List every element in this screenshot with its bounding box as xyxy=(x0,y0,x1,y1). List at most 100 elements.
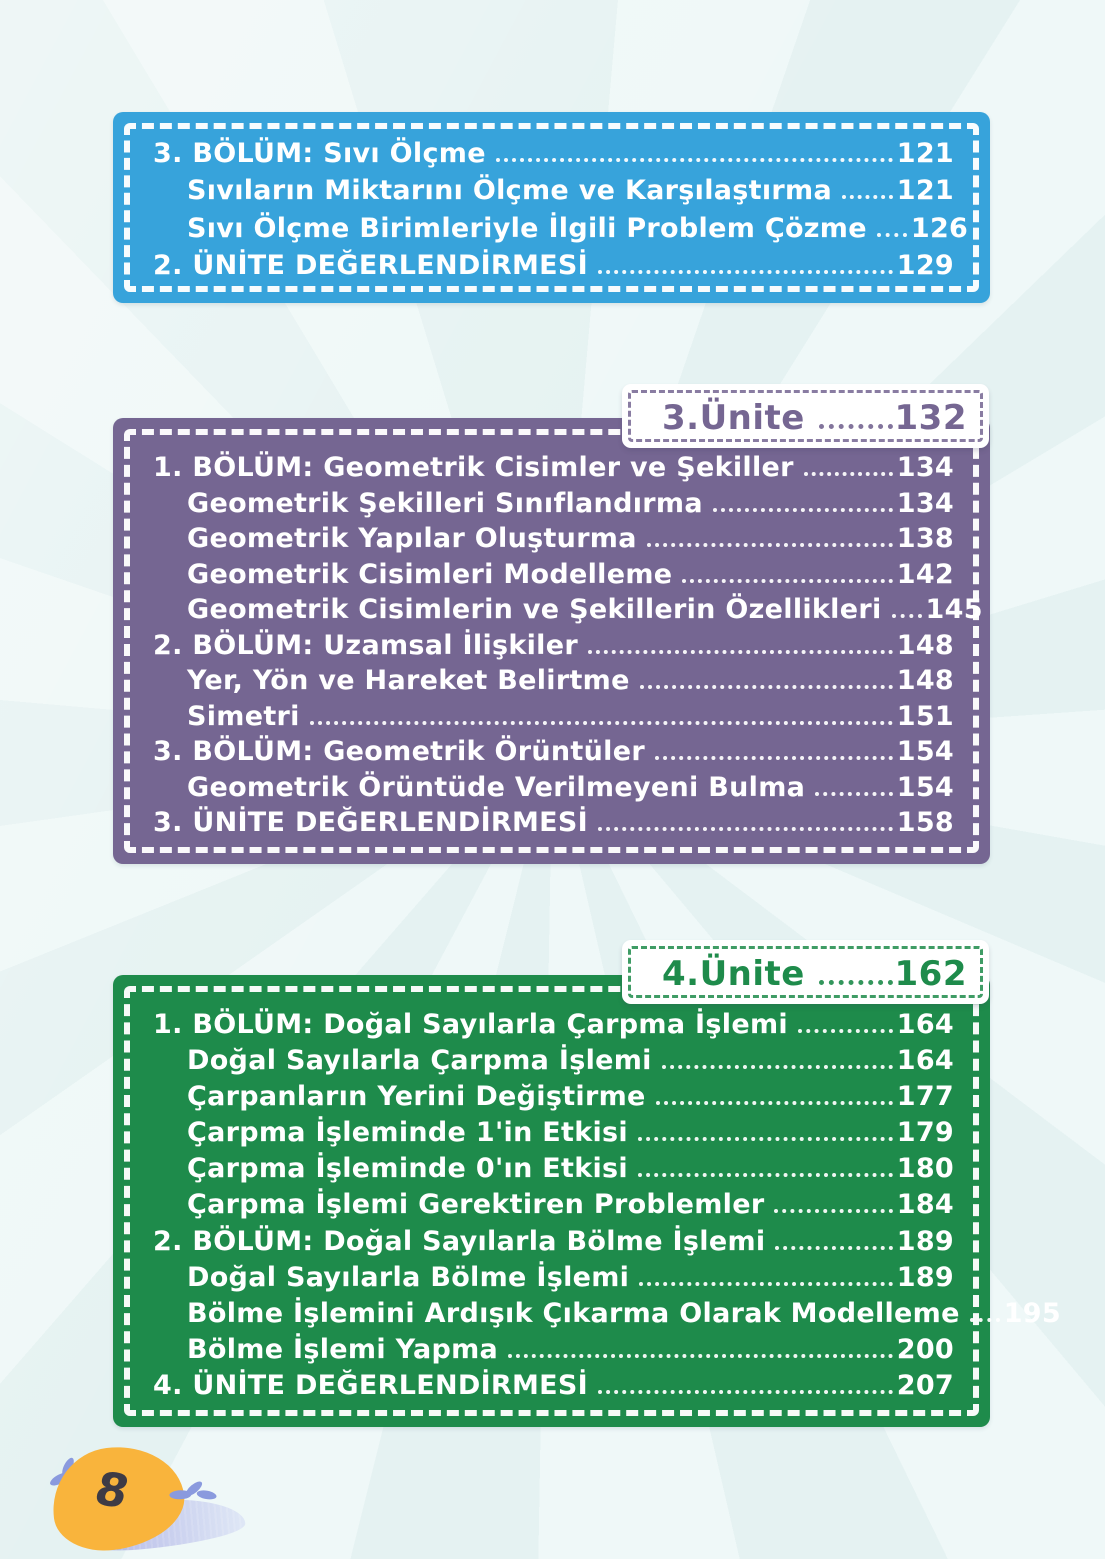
toc-entry: Çarpma İşleminde 0'ın Etkisi 180 xyxy=(153,1153,954,1184)
toc-entry: Doğal Sayılarla Çarpma İşlemi 164 xyxy=(153,1045,954,1076)
dotted-leader xyxy=(646,543,893,547)
toc-entry-page: 138 xyxy=(896,523,954,554)
dotted-leader xyxy=(495,158,893,162)
footer-decoration: 8 xyxy=(30,1439,280,1557)
toc-entry: 1. BÖLÜM: Doğal Sayılarla Çarpma İşlemi 1… xyxy=(153,1009,954,1040)
toc-entries: 1. BÖLÜM: Doğal Sayılarla Çarpma İşlemi 1… xyxy=(153,1009,1061,1401)
toc-entry: 2. BÖLÜM: Uzamsal İlişkiler 148 xyxy=(153,630,954,661)
toc-entry-label: 1. BÖLÜM: Doğal Sayılarla Çarpma İşlemi xyxy=(153,1009,788,1040)
toc-entry-page: 154 xyxy=(896,771,954,803)
toc-entry-page: 121 xyxy=(896,175,954,207)
toc-entry-page: 134 xyxy=(896,452,954,483)
dotted-leader xyxy=(774,1209,893,1214)
toc-entry: Geometrik Cisimleri Modelleme 142 xyxy=(153,559,954,590)
toc-entry: Çarpma İşleminde 1'in Etkisi 179 xyxy=(153,1117,954,1148)
dotted-leader xyxy=(712,507,893,512)
toc-entry: 2. ÜNİTE DEĞERLENDİRMESİ 129 xyxy=(153,250,954,281)
toc-entry-page: 195 xyxy=(1003,1297,1061,1329)
dotted-leader xyxy=(639,685,893,689)
toc-entry-page: 129 xyxy=(896,249,954,281)
toc-entry-page: 177 xyxy=(896,1081,954,1113)
toc-entry-page: 189 xyxy=(896,1225,954,1257)
toc-entry-page: 151 xyxy=(896,700,954,732)
toc-entry-page: 154 xyxy=(896,736,954,767)
toc-entry-label: Sıvıların Miktarını Ölçme ve Karşılaştır… xyxy=(187,175,833,207)
toc-box-unit-4: 1. BÖLÜM: Doğal Sayılarla Çarpma İşlemi 1… xyxy=(113,975,1061,1427)
toc-entry: Geometrik Yapılar Oluşturma 138 xyxy=(153,523,954,554)
toc-entry-label: 3. BÖLÜM: Geometrik Örüntüler xyxy=(153,736,645,767)
toc-entry-label: Yer, Yön ve Hareket Belirtme xyxy=(187,665,630,696)
toc-entries: 1. BÖLÜM: Geometrik Cisimler ve Şekiller… xyxy=(153,452,982,838)
dotted-leader xyxy=(818,980,893,985)
toc-entry-page: 189 xyxy=(896,1261,954,1293)
dotted-leader xyxy=(661,1065,893,1070)
toc-entry-label: Çarpma İşleminde 1'in Etkisi xyxy=(187,1117,628,1149)
toc-entry-label: Doğal Sayılarla Bölme İşlemi xyxy=(187,1261,630,1293)
dotted-leader xyxy=(797,1029,893,1033)
toc-entry: Sıvı Ölçme Birimleriyle İlgili Problem Ç… xyxy=(153,212,968,244)
dotted-leader xyxy=(654,756,893,760)
dotted-leader xyxy=(508,1353,893,1358)
toc-entry-page: 148 xyxy=(896,629,954,661)
toc-entry: Geometrik Örüntüde Verilmeyeni Bulma 154 xyxy=(153,772,954,803)
toc-entry: 3. BÖLÜM: Geometrik Örüntüler 154 xyxy=(153,736,954,767)
dotted-leader xyxy=(815,791,893,796)
toc-entry-page: 179 xyxy=(896,1117,954,1149)
toc-entry: Bölme İşlemini Ardışık Çıkarma Olarak Mo… xyxy=(153,1298,1061,1329)
toc-entry-page: 145 xyxy=(925,594,983,625)
toc-entry-label: 2. BÖLÜM: Doğal Sayılarla Bölme İşlemi xyxy=(153,1225,766,1257)
toc-entry-page: 126 xyxy=(910,212,969,244)
toc-entry-label: Çarpma İşleminde 0'ın Etkisi xyxy=(187,1153,628,1185)
unit-4-tab: 4.Ünite 162 xyxy=(622,940,989,1004)
dotted-leader xyxy=(639,1281,893,1286)
toc-entry-label: 3. ÜNİTE DEĞERLENDİRMESİ xyxy=(153,807,589,838)
toc-entry-label: 3. BÖLÜM: Sıvı Ölçme xyxy=(153,138,486,169)
toc-entry-label: Sıvı Ölçme Birimleriyle İlgili Problem Ç… xyxy=(187,212,867,244)
leaf-icon xyxy=(169,1481,217,1500)
toc-entry-label: Çarpanların Yerini Değiştirme xyxy=(187,1081,646,1113)
toc-entry-page: 142 xyxy=(896,558,954,590)
toc-entry-label: Geometrik Cisimleri Modelleme xyxy=(187,558,673,590)
toc-entry: Doğal Sayılarla Bölme İşlemi 189 xyxy=(153,1262,954,1293)
dotted-leader xyxy=(598,269,893,274)
toc-entry-label: Bölme İşlemi Yapma xyxy=(187,1333,499,1365)
dotted-leader xyxy=(637,1173,893,1178)
toc-entry-page: 121 xyxy=(896,138,954,169)
toc-entry-label: 1. BÖLÜM: Geometrik Cisimler ve Şekiller xyxy=(153,452,794,483)
dotted-leader xyxy=(598,1389,893,1394)
toc-entry-page: 164 xyxy=(896,1009,954,1040)
toc-entry-label: Bölme İşlemini Ardışık Çıkarma Olarak Mo… xyxy=(187,1297,960,1329)
toc-entry: Geometrik Cisimlerin ve Şekillerin Özell… xyxy=(153,594,982,625)
toc-entry-label: Geometrik Şekilleri Sınıflandırma xyxy=(187,487,703,519)
toc-entry: 4. ÜNİTE DEĞERLENDİRMESİ 207 xyxy=(153,1370,954,1401)
unit-3-tab: 3.Ünite 132 xyxy=(622,384,989,448)
toc-entry-page: 200 xyxy=(896,1333,954,1365)
dotted-leader xyxy=(637,1137,893,1142)
unit-tab-page: 162 xyxy=(894,954,967,994)
toc-entry-page: 158 xyxy=(896,807,954,838)
toc-entry-label: 4. ÜNİTE DEĞERLENDİRMESİ xyxy=(153,1369,589,1401)
toc-entries: 3. BÖLÜM: Sıvı Ölçme 121 Sıvıların Miktarı… xyxy=(153,138,968,281)
toc-entry: Simetri 151 xyxy=(153,701,954,732)
toc-entry-label: 2. ÜNİTE DEĞERLENDİRMESİ xyxy=(153,249,589,281)
dotted-leader xyxy=(309,720,893,725)
toc-box-unit-3: 1. BÖLÜM: Geometrik Cisimler ve Şekiller… xyxy=(113,418,990,864)
dotted-leader xyxy=(655,1101,893,1106)
dotted-leader xyxy=(818,424,893,429)
dotted-leader xyxy=(775,1245,893,1250)
toc-entry-page: 164 xyxy=(896,1045,954,1077)
toc-entry-page: 134 xyxy=(896,487,954,519)
toc-entry-label: Geometrik Cisimlerin ve Şekillerin Özell… xyxy=(187,594,882,625)
toc-entry: Sıvıların Miktarını Ölçme ve Karşılaştır… xyxy=(153,175,954,206)
toc-entry-label: Simetri xyxy=(187,700,300,732)
toc-entry-page: 148 xyxy=(896,665,954,696)
toc-entry: Çarpanların Yerini Değiştirme 177 xyxy=(153,1081,954,1112)
unit-tab-title: 4.Ünite xyxy=(662,954,805,994)
toc-entry: 1. BÖLÜM: Geometrik Cisimler ve Şekiller… xyxy=(153,452,954,483)
unit-tab-page: 132 xyxy=(894,398,967,438)
toc-entry-label: Çarpma İşlemi Gerektiren Problemler xyxy=(187,1189,765,1221)
dotted-leader xyxy=(803,472,893,476)
dotted-leader xyxy=(587,649,893,654)
toc-entry-label: 2. BÖLÜM: Uzamsal İlişkiler xyxy=(153,629,578,661)
dotted-leader xyxy=(969,1317,1000,1322)
